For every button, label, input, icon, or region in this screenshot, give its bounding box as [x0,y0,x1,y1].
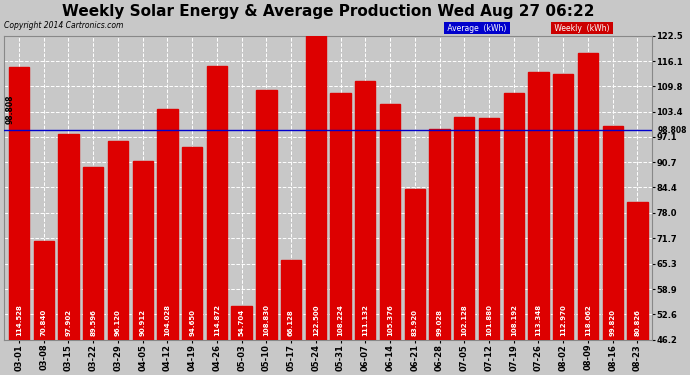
Bar [59,134,79,340]
Text: 102.128: 102.128 [461,305,467,336]
Bar [108,141,128,340]
Text: 98.808: 98.808 [657,126,687,135]
Bar [578,53,598,340]
Text: 113.348: 113.348 [535,304,542,336]
Text: 99.028: 99.028 [437,309,442,336]
Text: 104.028: 104.028 [164,304,170,336]
Bar [83,167,104,340]
Title: Weekly Solar Energy & Average Production Wed Aug 27 06:22: Weekly Solar Energy & Average Production… [62,4,595,19]
Text: 114.872: 114.872 [214,304,220,336]
Text: 118.062: 118.062 [585,305,591,336]
Bar [355,81,375,340]
Bar [429,129,450,340]
Text: 94.650: 94.650 [189,309,195,336]
Bar [9,68,29,340]
Text: 108.192: 108.192 [511,304,517,336]
Text: 98.808: 98.808 [6,94,14,124]
Text: Average  (kWh): Average (kWh) [445,24,509,33]
Bar [256,90,277,340]
Text: Copyright 2014 Cartronics.com: Copyright 2014 Cartronics.com [4,21,124,30]
Text: 83.920: 83.920 [412,309,417,336]
Bar [602,126,623,340]
Bar [529,72,549,340]
Bar [182,147,202,340]
Text: 54.704: 54.704 [239,309,245,336]
Text: 108.830: 108.830 [264,304,269,336]
Bar [454,117,475,340]
Text: Weekly  (kWh): Weekly (kWh) [552,24,611,33]
Text: 96.120: 96.120 [115,310,121,336]
Bar [553,74,573,340]
Bar [627,202,647,340]
Bar [34,242,54,340]
Text: 99.820: 99.820 [610,309,615,336]
Text: 111.132: 111.132 [362,304,368,336]
Text: 89.596: 89.596 [90,310,96,336]
Bar [306,36,326,340]
Text: 112.970: 112.970 [560,304,566,336]
Text: 70.840: 70.840 [41,309,47,336]
Bar [207,66,227,340]
Bar [479,118,499,340]
Text: 66.128: 66.128 [288,310,294,336]
Text: 80.826: 80.826 [634,310,640,336]
Text: 90.912: 90.912 [139,309,146,336]
Text: 122.500: 122.500 [313,305,319,336]
Bar [380,104,400,340]
Bar [132,162,152,340]
Bar [404,189,425,340]
Bar [231,306,252,340]
Text: 101.880: 101.880 [486,304,492,336]
Text: 97.902: 97.902 [66,309,72,336]
Text: 108.224: 108.224 [337,304,344,336]
Bar [281,260,302,340]
Text: 105.376: 105.376 [387,305,393,336]
Bar [504,93,524,340]
Bar [157,109,177,340]
Bar [331,93,351,340]
Text: 114.528: 114.528 [16,304,22,336]
